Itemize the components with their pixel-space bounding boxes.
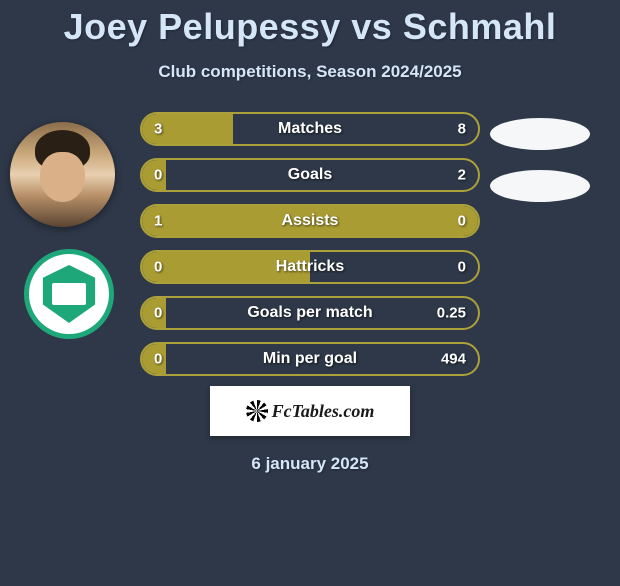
stat-bar: 0Goals2 [140, 158, 480, 192]
player1-club-badge [24, 249, 114, 339]
stat-right-value: 0 [458, 259, 466, 276]
stat-label: Hattricks [142, 258, 478, 276]
stat-bar: 3Matches8 [140, 112, 480, 146]
page-title: Joey Pelupessy vs Schmahl [0, 6, 620, 48]
stat-bars: 3Matches80Goals21Assists00Hattricks00Goa… [140, 112, 480, 388]
player1-avatar [10, 122, 115, 227]
comparison-panel: 3Matches80Goals21Assists00Hattricks00Goa… [0, 112, 620, 372]
stat-right-value: 0.25 [437, 305, 466, 322]
subtitle: Club competitions, Season 2024/2025 [0, 62, 620, 82]
stat-right-value: 494 [441, 351, 466, 368]
stat-label: Assists [142, 212, 478, 230]
stat-bar: 0Min per goal494 [140, 342, 480, 376]
brand-box[interactable]: FcTables.com [210, 386, 410, 436]
stat-bar: 1Assists0 [140, 204, 480, 238]
stat-bar: 0Hattricks0 [140, 250, 480, 284]
stat-label: Matches [142, 120, 478, 138]
stat-label: Goals per match [142, 304, 478, 322]
stat-right-value: 0 [458, 213, 466, 230]
stat-bar: 0Goals per match0.25 [140, 296, 480, 330]
stat-label: Min per goal [142, 350, 478, 368]
player1-column [10, 112, 130, 339]
club-shield-icon [40, 265, 98, 323]
stat-label: Goals [142, 166, 478, 184]
stat-right-value: 2 [458, 167, 466, 184]
date-label: 6 january 2025 [0, 454, 620, 474]
player2-placeholder [490, 118, 590, 150]
player2-placeholder [490, 170, 590, 202]
stat-right-value: 8 [458, 121, 466, 138]
brand-text: FcTables.com [272, 401, 375, 422]
player2-column [490, 112, 610, 220]
brand-logo-icon [246, 400, 268, 422]
